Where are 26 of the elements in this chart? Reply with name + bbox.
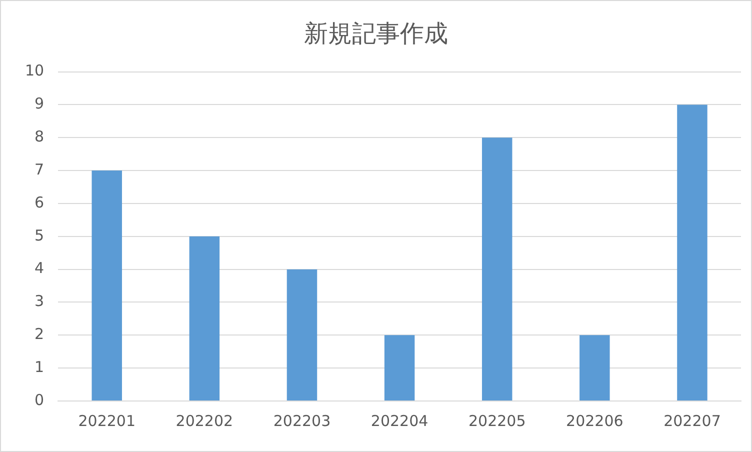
bar xyxy=(482,138,512,400)
y-tick-label: 5 xyxy=(34,226,44,244)
chart-title: 新規記事作成 xyxy=(304,20,448,48)
y-tick-label: 8 xyxy=(34,128,44,146)
x-tick-label: 202204 xyxy=(370,412,428,430)
bar xyxy=(92,170,122,400)
x-tick-label: 202206 xyxy=(566,412,624,430)
y-tick-label: 3 xyxy=(34,292,44,310)
y-tick-label: 7 xyxy=(34,160,44,178)
bar xyxy=(580,335,610,400)
bar xyxy=(677,104,708,400)
x-tick-label: 202203 xyxy=(273,412,331,430)
y-tick-label: 6 xyxy=(34,193,44,212)
bar xyxy=(286,269,318,400)
x-tick-label: 202201 xyxy=(78,412,136,430)
y-tick-label: 2 xyxy=(34,325,44,344)
bar xyxy=(189,236,220,400)
y-tick-label: 9 xyxy=(34,94,44,113)
y-tick-label: 4 xyxy=(34,259,44,278)
x-tick-label: 202202 xyxy=(176,412,234,430)
y-tick-label: 0 xyxy=(34,390,44,409)
x-tick-label: 202205 xyxy=(468,412,526,430)
bar xyxy=(384,335,415,400)
y-tick-label: 1 xyxy=(34,358,44,376)
y-tick-label: 10 xyxy=(24,62,44,80)
x-tick-label: 202207 xyxy=(664,412,721,430)
